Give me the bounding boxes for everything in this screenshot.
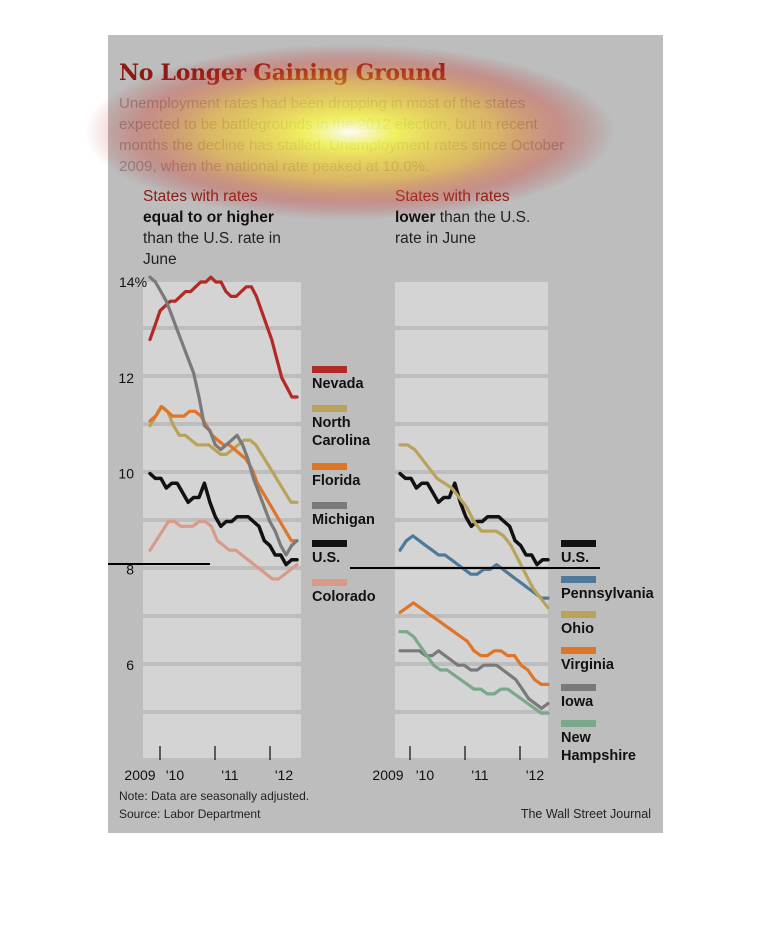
legend-label: Florida — [312, 473, 361, 489]
chart-right-lower: 2009 '10 '11 '12 U.S. Pennsylvania Ohio Virgini… — [372, 282, 655, 783]
legend-label: Carolina — [312, 433, 371, 449]
legend-label: Colorado — [312, 589, 376, 605]
legend-swatch — [561, 540, 596, 547]
x-tick-label: '11 — [221, 767, 238, 783]
chart-source: Source: Labor Department — [119, 807, 261, 821]
x-tick-label: '12 — [526, 767, 544, 783]
legend-label: Iowa — [561, 694, 594, 710]
legend-label: Pennsylvania — [561, 586, 655, 602]
chart-left-higher: 2009 '10 '11 '12 6 8 10 12 14% Nevada North Carolin… — [118, 274, 375, 783]
legend-swatch — [561, 611, 596, 618]
legend-label: Michigan — [312, 512, 375, 528]
legend-label: Nevada — [312, 376, 365, 392]
legend-label: U.S. — [561, 550, 589, 566]
chart-note: Note: Data are seasonally adjusted. — [119, 789, 310, 803]
legend-swatch — [312, 502, 347, 509]
x-tick-label: 2009 — [124, 767, 155, 783]
series-line-virginia — [398, 601, 550, 687]
horizontal-marker-line — [108, 563, 210, 565]
legend-label: North — [312, 415, 351, 431]
plot-band — [395, 426, 548, 470]
x-tick-label: '11 — [471, 767, 488, 783]
plot-band — [143, 570, 301, 614]
series-line-ohio — [398, 443, 550, 610]
plot-band — [143, 666, 301, 710]
legend-swatch — [312, 463, 347, 470]
x-tick-label: '10 — [166, 767, 184, 783]
chart-credit: The Wall Street Journal — [520, 807, 651, 821]
y-tick-label: 12 — [118, 370, 134, 386]
plot-band — [395, 282, 548, 326]
x-tick-label: '10 — [416, 767, 434, 783]
legend-label: Hampshire — [561, 748, 636, 764]
legend-swatch — [312, 366, 347, 373]
legend-swatch — [312, 579, 347, 586]
plot-band — [143, 618, 301, 662]
plot-band — [143, 714, 301, 758]
plot-band — [395, 330, 548, 374]
legend-swatch — [312, 540, 347, 547]
legend-swatch — [561, 684, 596, 691]
y-tick-label: 6 — [126, 657, 134, 673]
y-tick-label: 8 — [126, 561, 134, 577]
series-line-michigan — [148, 275, 299, 557]
series-line-u-s- — [148, 471, 299, 567]
series-line-new-hampshire — [398, 630, 550, 715]
legend-swatch — [561, 720, 596, 727]
y-tick-label: 10 — [118, 466, 134, 482]
series-line-colorado — [148, 519, 299, 581]
series-line-nevada — [148, 275, 299, 399]
legend-swatch — [561, 647, 596, 654]
x-tick-label: 2009 — [372, 767, 403, 783]
plot-band — [395, 378, 548, 422]
plot-band — [395, 522, 548, 566]
legend-label: U.S. — [312, 550, 340, 566]
legend-label: Virginia — [561, 657, 615, 673]
left-subhead-rest: than the U.S. rate in June — [143, 230, 281, 268]
legend-label: Ohio — [561, 621, 594, 637]
series-line-north-carolina — [148, 404, 299, 504]
x-tick-label: '12 — [275, 767, 293, 783]
series-line-florida — [148, 404, 299, 543]
horizontal-marker-line — [350, 567, 600, 569]
legend-label: New — [561, 730, 592, 746]
series-line-pennsylvania — [398, 534, 550, 600]
plot-band — [143, 378, 301, 422]
plot-band — [143, 330, 301, 374]
plot-band — [395, 474, 548, 518]
legend-swatch — [312, 405, 347, 412]
legend-swatch — [561, 576, 596, 583]
plot-band — [395, 714, 548, 758]
y-tick-label: 14% — [119, 274, 147, 290]
plot-band — [395, 618, 548, 662]
